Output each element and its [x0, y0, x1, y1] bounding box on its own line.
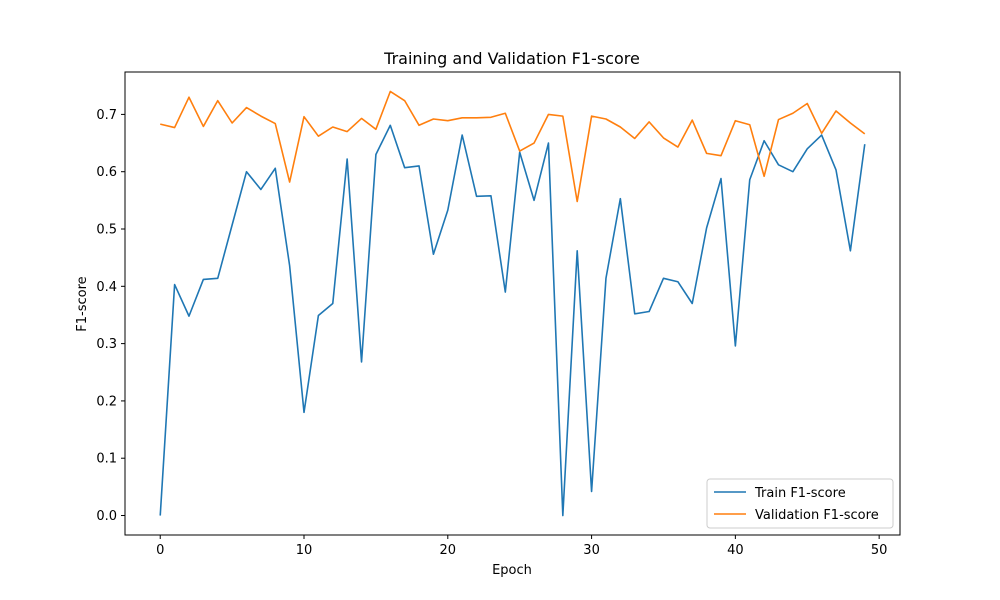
x-axis: 0 10 20 30 40 50 [156, 535, 887, 558]
x-tick-label: 0 [156, 543, 164, 558]
y-tick-label: 0.4 [96, 280, 117, 295]
y-tick-label: 0.7 [96, 108, 117, 123]
chart-title: Training and Validation F1-score [383, 49, 640, 68]
legend-label-validation: Validation F1-score [755, 508, 879, 523]
train-f1-series-line [159, 124, 866, 517]
x-tick-label: 30 [583, 543, 600, 558]
series-layer [159, 90, 866, 517]
y-tick-label: 0.1 [96, 452, 117, 467]
legend-box [706, 478, 894, 529]
y-tick-label: 0.2 [96, 394, 117, 409]
x-tick-label: 20 [440, 543, 457, 558]
y-axis-label: F1-score [75, 276, 90, 331]
y-tick-label: 0.0 [96, 509, 117, 524]
validation-f1-series-line [160, 90, 866, 203]
legend-label-train: Train F1-score [754, 486, 846, 501]
y-tick-label: 0.5 [96, 223, 117, 238]
x-tick-label: 10 [296, 543, 313, 558]
y-tick-label: 0.3 [96, 337, 117, 352]
y-axis: 0.0 0.1 0.2 0.3 0.4 0.5 0.6 0.7 [96, 108, 125, 524]
x-tick-label: 50 [871, 543, 888, 558]
legend: Train F1-score Validation F1-score [706, 478, 894, 529]
plot-area [124, 71, 901, 536]
x-axis-label: Epoch [492, 563, 532, 578]
x-tick-label: 40 [727, 543, 744, 558]
y-tick-label: 0.6 [96, 165, 117, 180]
